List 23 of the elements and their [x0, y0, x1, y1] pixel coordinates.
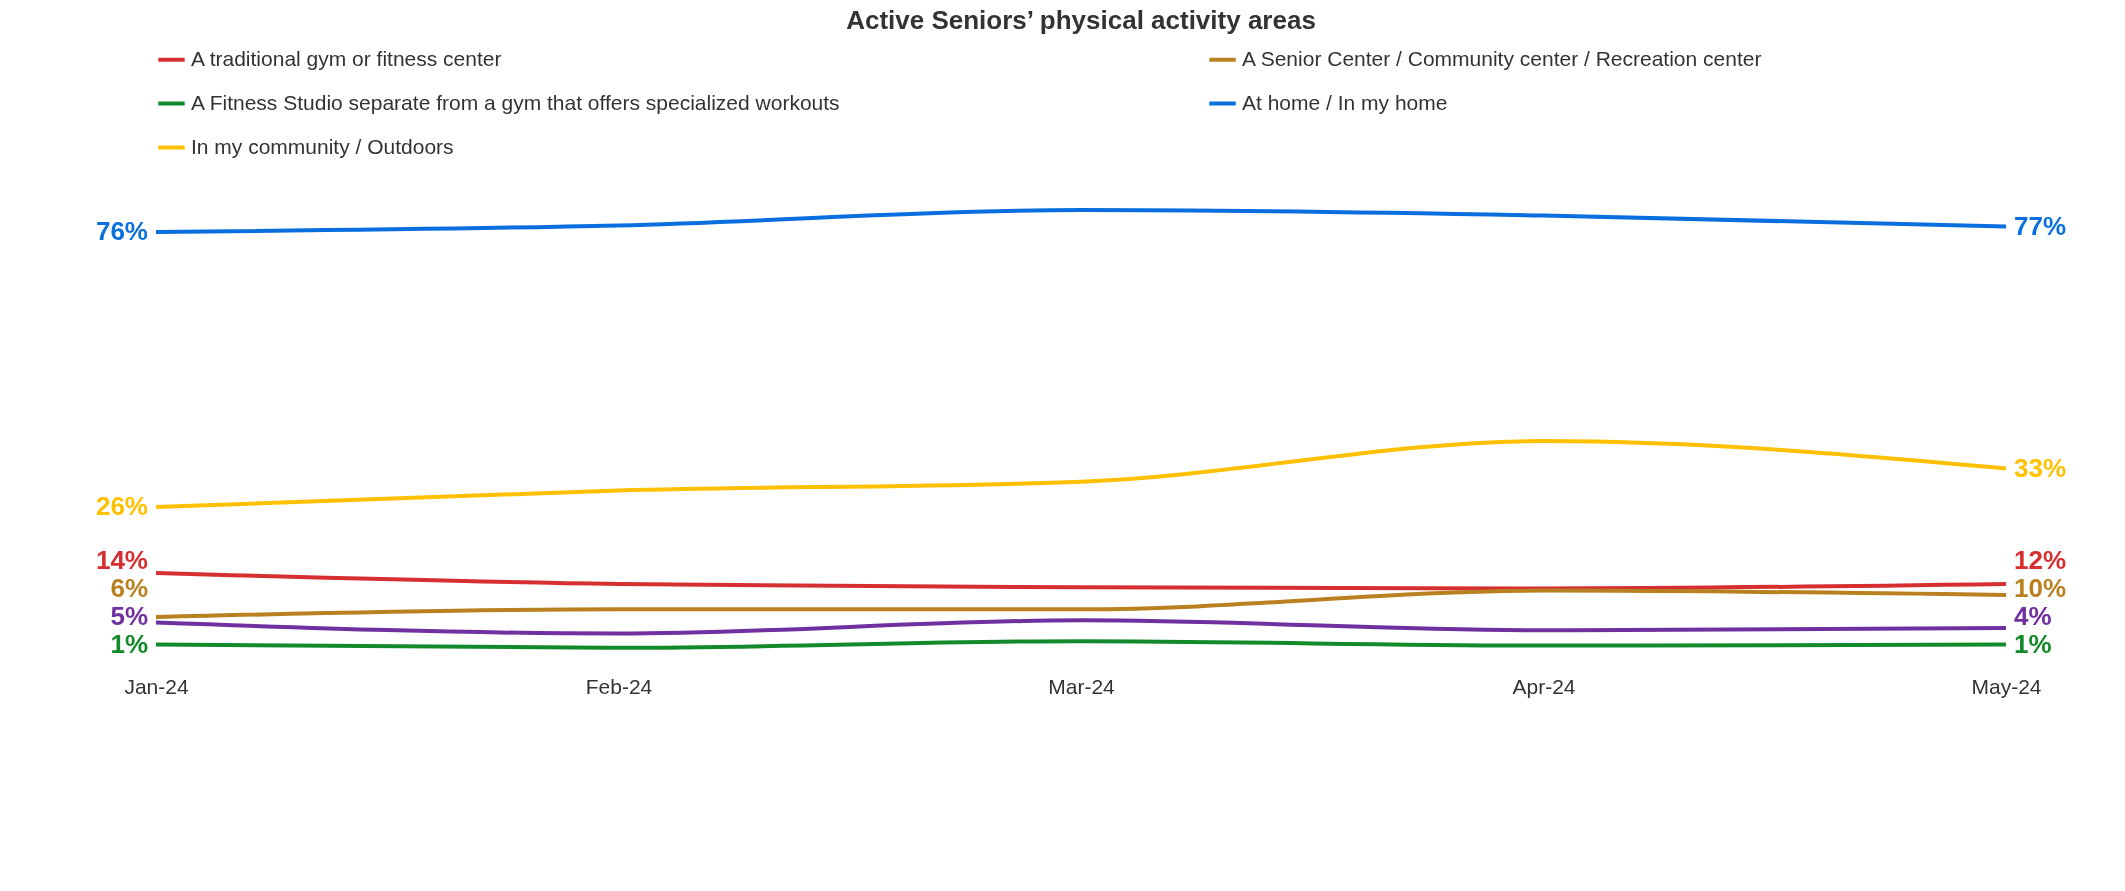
data-label: 76%	[95, 216, 148, 246]
x-tick-label: Apr-24	[1512, 674, 1576, 698]
legend-label: A traditional gym or fitness center	[191, 46, 502, 70]
data-label: 1%	[2014, 628, 2052, 659]
x-tick-label: Mar-24	[1048, 674, 1116, 698]
data-label: 77%	[2014, 210, 2067, 241]
legend-label: A Fitness Studio separate from a gym that offers specialized workouts	[191, 90, 840, 114]
chart-title: Active Seniors’ physical activity areas	[846, 5, 1316, 35]
data-label: 33%	[2014, 452, 2067, 483]
data-label: 4%	[2014, 600, 2052, 631]
legend-label: A Senior Center / Community center / Recreation center	[1242, 46, 1762, 70]
legend-label: In my community / Outdoors	[191, 134, 454, 158]
data-label: 12%	[2014, 544, 2067, 575]
data-label: 26%	[95, 491, 148, 521]
data-label: 1%	[110, 628, 148, 659]
x-tick-label: Jan-24	[124, 674, 189, 698]
x-tick-label: May-24	[1971, 674, 2042, 698]
data-label: 6%	[110, 572, 148, 603]
data-label: 5%	[110, 600, 148, 631]
legend-label: At home / In my home	[1242, 90, 1448, 114]
data-label: 14%	[95, 544, 148, 575]
x-tick-label: Feb-24	[585, 674, 653, 698]
data-label: 10%	[2014, 572, 2067, 603]
